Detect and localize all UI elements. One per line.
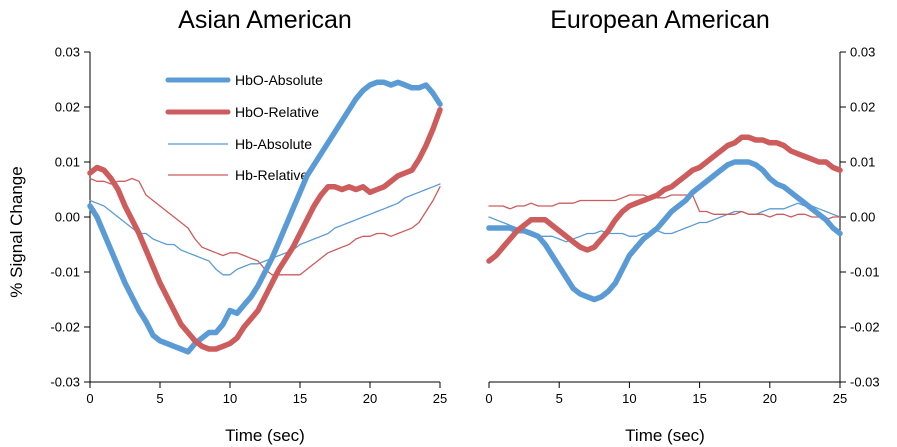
series-line-hbo-relative bbox=[486, 134, 843, 264]
chart-asian-american: Asian American % Signal Change Time (sec… bbox=[7, 6, 447, 445]
chart-title: European American bbox=[550, 6, 770, 34]
x-tick-label: 20 bbox=[763, 391, 777, 406]
y-tick-label: -0.02 bbox=[50, 320, 80, 335]
y-tick-label: 0.00 bbox=[55, 210, 80, 225]
x-axis-label: Time (sec) bbox=[625, 426, 705, 445]
y-tick-label: -0.01 bbox=[50, 265, 80, 280]
legend-label-hb-absolute: Hb-Absolute bbox=[235, 136, 312, 152]
x-tick-label: 20 bbox=[363, 391, 377, 406]
y-tick-label: -0.01 bbox=[850, 265, 880, 280]
series-line-hb-absolute bbox=[89, 183, 441, 276]
y-tick-label: 0.03 bbox=[850, 45, 875, 60]
series-line-hbo-absolute bbox=[87, 79, 443, 355]
x-tick-label: 15 bbox=[293, 391, 307, 406]
series-line-hb-relative bbox=[488, 194, 841, 221]
y-tick-label: 0.02 bbox=[55, 100, 80, 115]
legend-label-hbo-relative: HbO-Relative bbox=[235, 104, 319, 120]
series-line-hbo-relative bbox=[87, 107, 443, 352]
y-tick-label: 0.00 bbox=[850, 210, 875, 225]
y-axis-label: % Signal Change bbox=[7, 166, 26, 297]
x-tick-label: 25 bbox=[833, 391, 847, 406]
legend-label-hbo-absolute: HbO-Absolute bbox=[235, 72, 323, 88]
y-tick-label: -0.03 bbox=[850, 375, 880, 390]
x-tick-label: 25 bbox=[433, 391, 447, 406]
series-line-hbo-absolute bbox=[486, 159, 843, 303]
y-tick-label: -0.02 bbox=[850, 320, 880, 335]
y-tick-label: -0.03 bbox=[50, 375, 80, 390]
chart-title: Asian American bbox=[178, 6, 352, 34]
y-tick-label: 0.02 bbox=[850, 100, 875, 115]
x-tick-label: 5 bbox=[556, 391, 563, 406]
chart-european-american: European American Time (sec) 0.03 0.02 0.0… bbox=[485, 6, 879, 445]
x-tick-label: 10 bbox=[622, 391, 636, 406]
x-tick-label: 15 bbox=[692, 391, 706, 406]
y-tick-label: 0.03 bbox=[55, 45, 80, 60]
x-tick-label: 5 bbox=[156, 391, 163, 406]
y-tick-label: 0.01 bbox=[850, 155, 875, 170]
x-tick-label: 10 bbox=[223, 391, 237, 406]
legend-label-hb-relative: Hb-Relative bbox=[235, 167, 308, 183]
x-tick-label: 0 bbox=[485, 391, 492, 406]
series-line-hb-absolute bbox=[488, 202, 841, 243]
x-axis-label: Time (sec) bbox=[225, 426, 305, 445]
y-tick-label: 0.01 bbox=[55, 155, 80, 170]
x-tick-label: 0 bbox=[86, 391, 93, 406]
legend: HbO-Absolute HbO-Relative Hb-Absolute Hb… bbox=[165, 72, 323, 183]
